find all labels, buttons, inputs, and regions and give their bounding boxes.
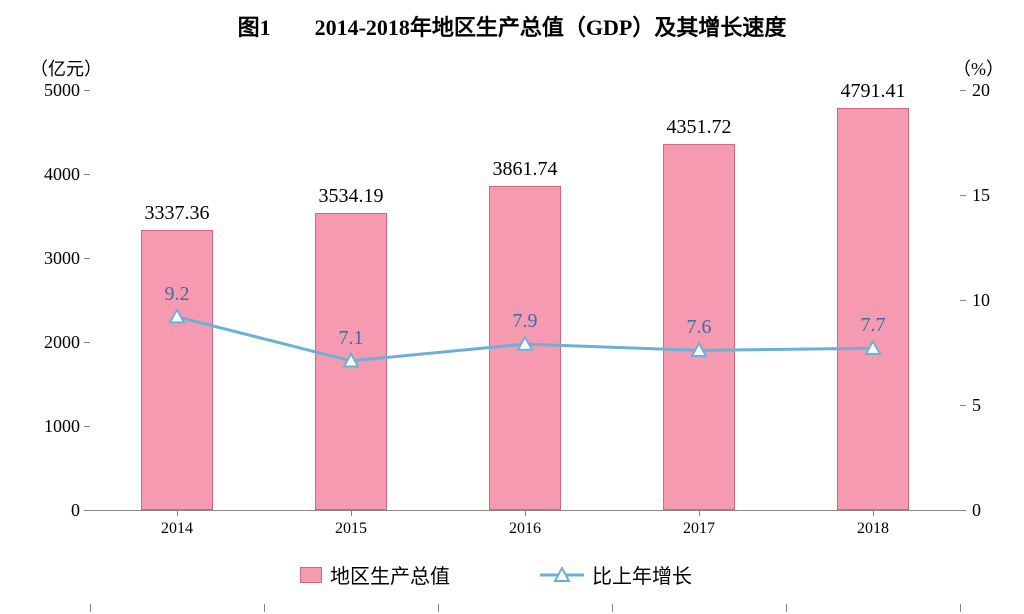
line-value-label: 7.6 [687,316,712,339]
legend-bar-label: 地区生产总值 [330,560,450,589]
footer-tick [786,604,787,612]
legend-line: 比上年增长 [540,560,692,589]
legend-bar-swatch [300,567,322,583]
line-value-label: 7.7 [861,314,886,337]
line-value-label: 9.2 [165,283,190,306]
legend-bar: 地区生产总值 [300,560,450,589]
line-layer [0,0,1024,614]
line-value-label: 7.9 [513,310,538,333]
line-marker [170,310,184,323]
footer-tick [438,604,439,612]
footer-tick [264,604,265,612]
chart-container: 图1 2014-2018年地区生产总值（GDP）及其增长速度 （亿元） （%） … [0,0,1024,614]
legend-line-label: 比上年增长 [592,560,692,589]
line-value-label: 7.1 [339,327,364,350]
footer-tick [960,604,961,612]
footer-tick [90,604,91,612]
legend-line-swatch [540,567,584,583]
footer-tick [612,604,613,612]
